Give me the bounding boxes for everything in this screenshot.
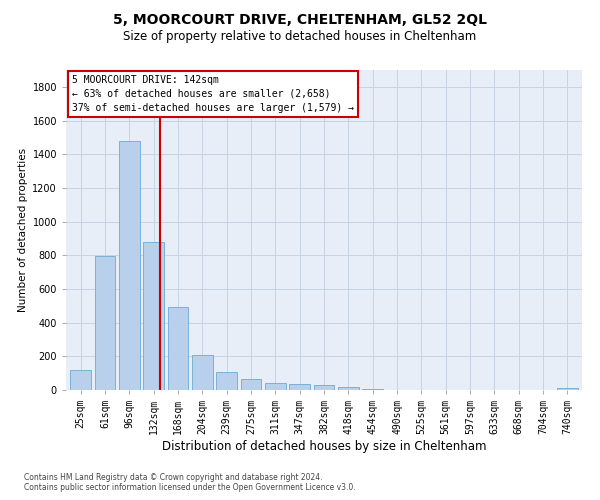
Bar xyxy=(289,384,310,390)
Bar xyxy=(167,306,188,390)
Bar xyxy=(362,389,383,390)
Bar xyxy=(241,379,262,390)
Text: 5 MOORCOURT DRIVE: 142sqm
← 63% of detached houses are smaller (2,658)
37% of se: 5 MOORCOURT DRIVE: 142sqm ← 63% of detac… xyxy=(72,75,354,113)
Bar xyxy=(70,370,91,390)
Bar xyxy=(557,388,578,390)
Bar xyxy=(314,386,334,390)
Text: 5, MOORCOURT DRIVE, CHELTENHAM, GL52 2QL: 5, MOORCOURT DRIVE, CHELTENHAM, GL52 2QL xyxy=(113,12,487,26)
Bar xyxy=(119,140,140,390)
X-axis label: Distribution of detached houses by size in Cheltenham: Distribution of detached houses by size … xyxy=(162,440,486,453)
Text: Size of property relative to detached houses in Cheltenham: Size of property relative to detached ho… xyxy=(124,30,476,43)
Text: Contains public sector information licensed under the Open Government Licence v3: Contains public sector information licen… xyxy=(24,484,356,492)
Text: Contains HM Land Registry data © Crown copyright and database right 2024.: Contains HM Land Registry data © Crown c… xyxy=(24,474,323,482)
Bar xyxy=(338,386,359,390)
Bar xyxy=(192,356,212,390)
Bar xyxy=(216,372,237,390)
Y-axis label: Number of detached properties: Number of detached properties xyxy=(18,148,28,312)
Bar xyxy=(95,256,115,390)
Bar xyxy=(265,383,286,390)
Bar xyxy=(143,242,164,390)
